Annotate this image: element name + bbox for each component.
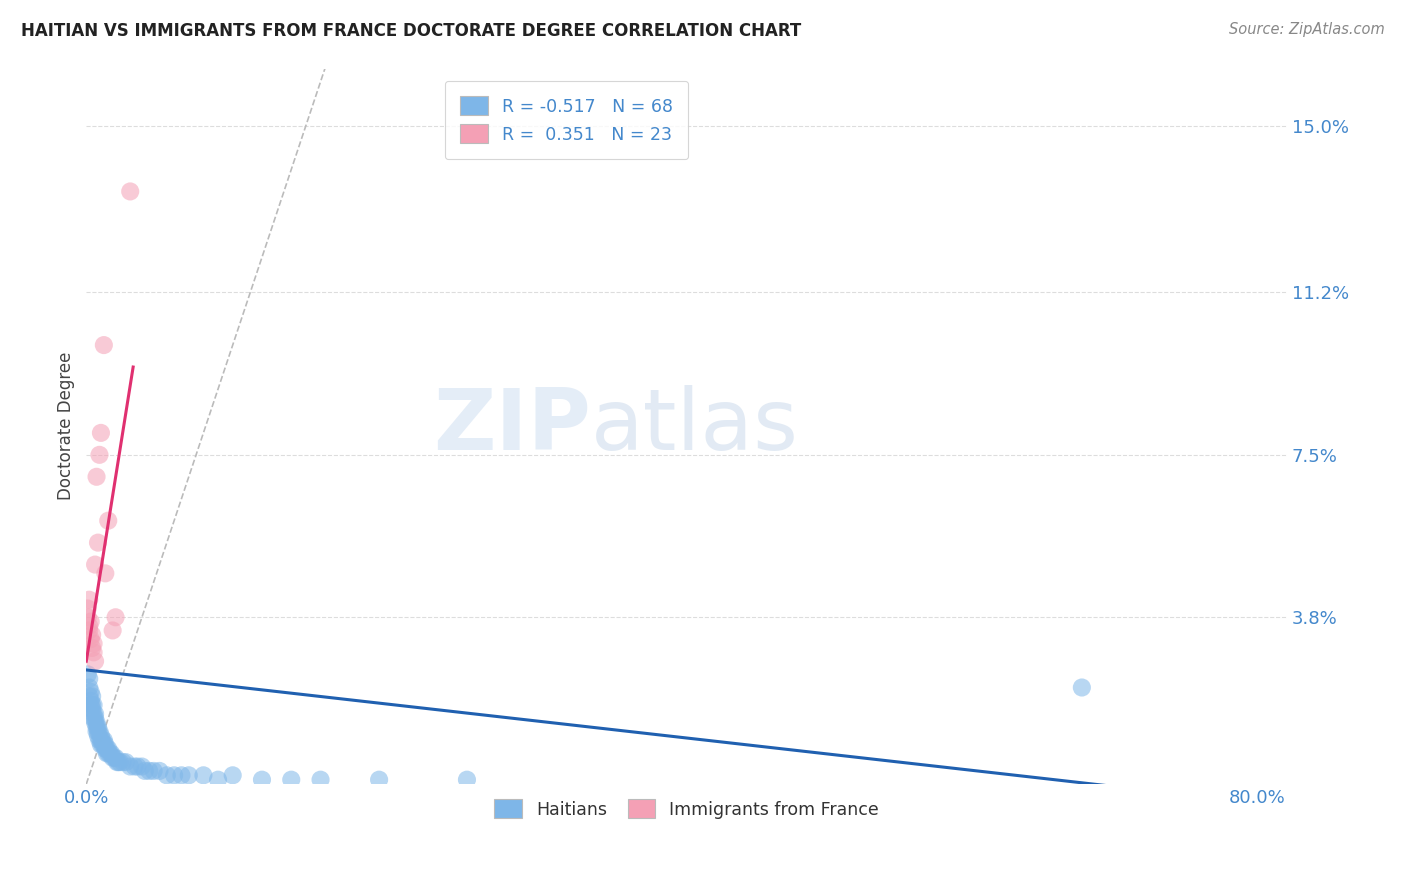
Point [79, 615, 101, 629]
Point [77, 624, 100, 638]
Point [101, 624, 124, 638]
Point [82, 690, 104, 704]
Point [83, 706, 105, 721]
Point [177, 768, 200, 782]
Point [94, 566, 117, 581]
Point [89, 733, 111, 747]
Point [79, 694, 101, 708]
Point [86, 715, 108, 730]
Point [77, 681, 100, 695]
Point [120, 759, 142, 773]
Point [280, 772, 302, 787]
Point [76, 667, 98, 681]
Point [1070, 681, 1092, 695]
Text: Source: ZipAtlas.com: Source: ZipAtlas.com [1229, 22, 1385, 37]
Point [87, 720, 110, 734]
Point [79, 685, 101, 699]
Point [309, 772, 332, 787]
Point [77, 619, 100, 633]
Point [98, 747, 121, 761]
Point [131, 759, 153, 773]
Point [90, 729, 112, 743]
Point [93, 338, 115, 352]
Point [104, 750, 127, 764]
Point [105, 755, 128, 769]
Point [84, 654, 107, 668]
Point [82, 628, 104, 642]
Point [83, 698, 105, 712]
Point [101, 750, 124, 764]
Point [91, 733, 114, 747]
Point [86, 470, 108, 484]
Point [84, 558, 107, 572]
Point [91, 738, 114, 752]
Point [94, 738, 117, 752]
Point [250, 772, 273, 787]
Point [368, 772, 391, 787]
Point [124, 759, 146, 773]
Point [148, 764, 170, 778]
Point [222, 768, 245, 782]
Point [142, 764, 165, 778]
Point [84, 715, 107, 730]
Point [97, 747, 120, 761]
Text: atlas: atlas [591, 384, 799, 467]
Point [456, 772, 478, 787]
Point [76, 601, 98, 615]
Point [87, 535, 110, 549]
Point [84, 706, 107, 721]
Text: HAITIAN VS IMMIGRANTS FROM FRANCE DOCTORATE DEGREE CORRELATION CHART: HAITIAN VS IMMIGRANTS FROM FRANCE DOCTOR… [21, 22, 801, 40]
Point [93, 733, 115, 747]
Point [127, 759, 149, 773]
Point [193, 768, 215, 782]
Point [76, 610, 98, 624]
Point [77, 672, 100, 686]
Point [87, 724, 110, 739]
Point [82, 698, 104, 712]
Point [114, 755, 136, 769]
Point [90, 738, 112, 752]
Point [94, 742, 117, 756]
Point [207, 772, 229, 787]
Point [83, 645, 105, 659]
Point [163, 768, 186, 782]
Point [120, 185, 142, 199]
Point [156, 768, 179, 782]
Y-axis label: Doctorate Degree: Doctorate Degree [58, 352, 75, 500]
Point [77, 690, 100, 704]
Point [79, 698, 101, 712]
Point [108, 755, 131, 769]
Point [103, 750, 125, 764]
Point [97, 514, 120, 528]
Point [93, 738, 115, 752]
Point [83, 711, 105, 725]
Point [97, 742, 120, 756]
Legend: Haitians, Immigrants from France: Haitians, Immigrants from France [486, 792, 886, 825]
Point [96, 742, 118, 756]
Point [86, 720, 108, 734]
Point [100, 747, 122, 761]
Point [134, 764, 156, 778]
Point [84, 711, 107, 725]
Point [87, 729, 110, 743]
Point [86, 724, 108, 739]
Point [107, 755, 129, 769]
Text: ZIP: ZIP [433, 384, 591, 467]
Point [89, 724, 111, 739]
Point [82, 640, 104, 655]
Point [111, 755, 134, 769]
Point [90, 425, 112, 440]
Point [83, 637, 105, 651]
Point [96, 747, 118, 761]
Point [89, 448, 111, 462]
Point [79, 632, 101, 647]
Point [77, 592, 100, 607]
Point [82, 702, 104, 716]
Point [170, 768, 193, 782]
Point [138, 764, 160, 778]
Point [90, 733, 112, 747]
Point [104, 610, 127, 624]
